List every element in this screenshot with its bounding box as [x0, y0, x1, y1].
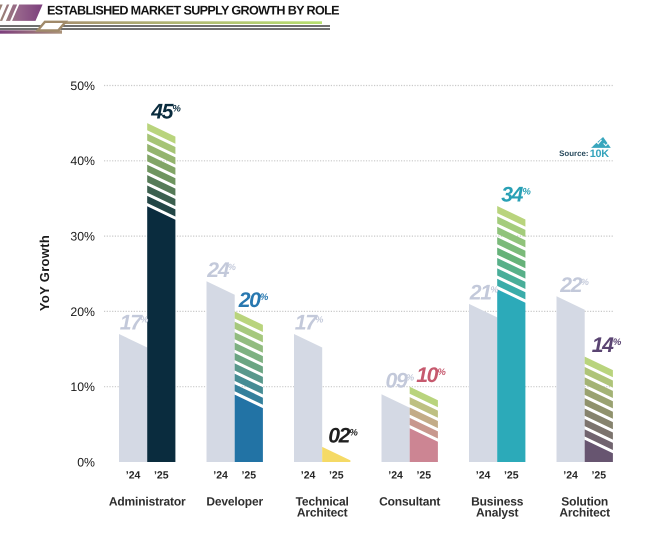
svg-text:10%: 10% [70, 380, 95, 394]
svg-text:50%: 50% [70, 79, 95, 93]
svg-text:’24: ’24 [476, 469, 491, 481]
svg-text:Developer: Developer [206, 494, 263, 508]
svg-text:02: 02 [328, 424, 350, 447]
svg-text:10K: 10K [590, 148, 609, 160]
svg-text:’25: ’25 [416, 469, 431, 481]
svg-text:’24: ’24 [301, 469, 316, 481]
svg-text:%: % [613, 337, 622, 348]
svg-text:’25: ’25 [591, 469, 606, 481]
svg-text:%: % [522, 187, 531, 198]
svg-text:%: % [437, 367, 446, 378]
svg-text:’24: ’24 [213, 469, 228, 481]
svg-text:22: 22 [559, 274, 582, 297]
svg-text:Business: Business [471, 494, 524, 508]
svg-text:Technical: Technical [296, 494, 349, 508]
svg-text:’25: ’25 [329, 469, 344, 481]
svg-text:Solution: Solution [561, 494, 608, 508]
svg-text:30%: 30% [70, 230, 95, 244]
svg-text:’24: ’24 [126, 469, 141, 481]
svg-text:%: % [260, 292, 269, 303]
svg-text:%: % [581, 277, 589, 287]
svg-text:0%: 0% [77, 455, 95, 469]
svg-text:’24: ’24 [563, 469, 578, 481]
svg-text:Analyst: Analyst [476, 506, 518, 520]
svg-text:10: 10 [416, 364, 438, 387]
svg-text:%: % [315, 315, 323, 325]
svg-text:%: % [490, 284, 498, 294]
svg-text:%: % [228, 262, 236, 272]
svg-text:34: 34 [501, 184, 523, 207]
svg-text:%: % [140, 315, 148, 325]
svg-text:Source:: Source: [559, 149, 588, 158]
svg-text:’24: ’24 [388, 469, 403, 481]
svg-text:21: 21 [469, 281, 491, 304]
svg-text:14: 14 [592, 334, 614, 357]
svg-text:%: % [349, 427, 358, 438]
svg-text:Consultant: Consultant [379, 494, 440, 508]
svg-text:’25: ’25 [154, 469, 169, 481]
svg-text:%: % [406, 373, 414, 383]
svg-text:’25: ’25 [504, 469, 519, 481]
svg-text:40%: 40% [70, 154, 95, 168]
svg-text:09: 09 [386, 370, 408, 393]
svg-text:YoY Growth: YoY Growth [37, 235, 52, 311]
svg-text:17: 17 [120, 312, 143, 335]
svg-text:24: 24 [206, 259, 229, 282]
svg-text:20: 20 [238, 289, 261, 312]
svg-text:Architect: Architect [297, 506, 348, 520]
svg-text:45: 45 [150, 101, 174, 124]
svg-text:20%: 20% [70, 305, 95, 319]
svg-text:%: % [172, 104, 181, 115]
svg-text:ESTABLISHED MARKET SUPPLY GROW: ESTABLISHED MARKET SUPPLY GROWTH BY ROLE [47, 4, 339, 18]
svg-text:’25: ’25 [241, 469, 256, 481]
svg-text:17: 17 [295, 312, 318, 335]
svg-text:Architect: Architect [559, 506, 610, 520]
svg-text:Administrator: Administrator [109, 494, 186, 508]
